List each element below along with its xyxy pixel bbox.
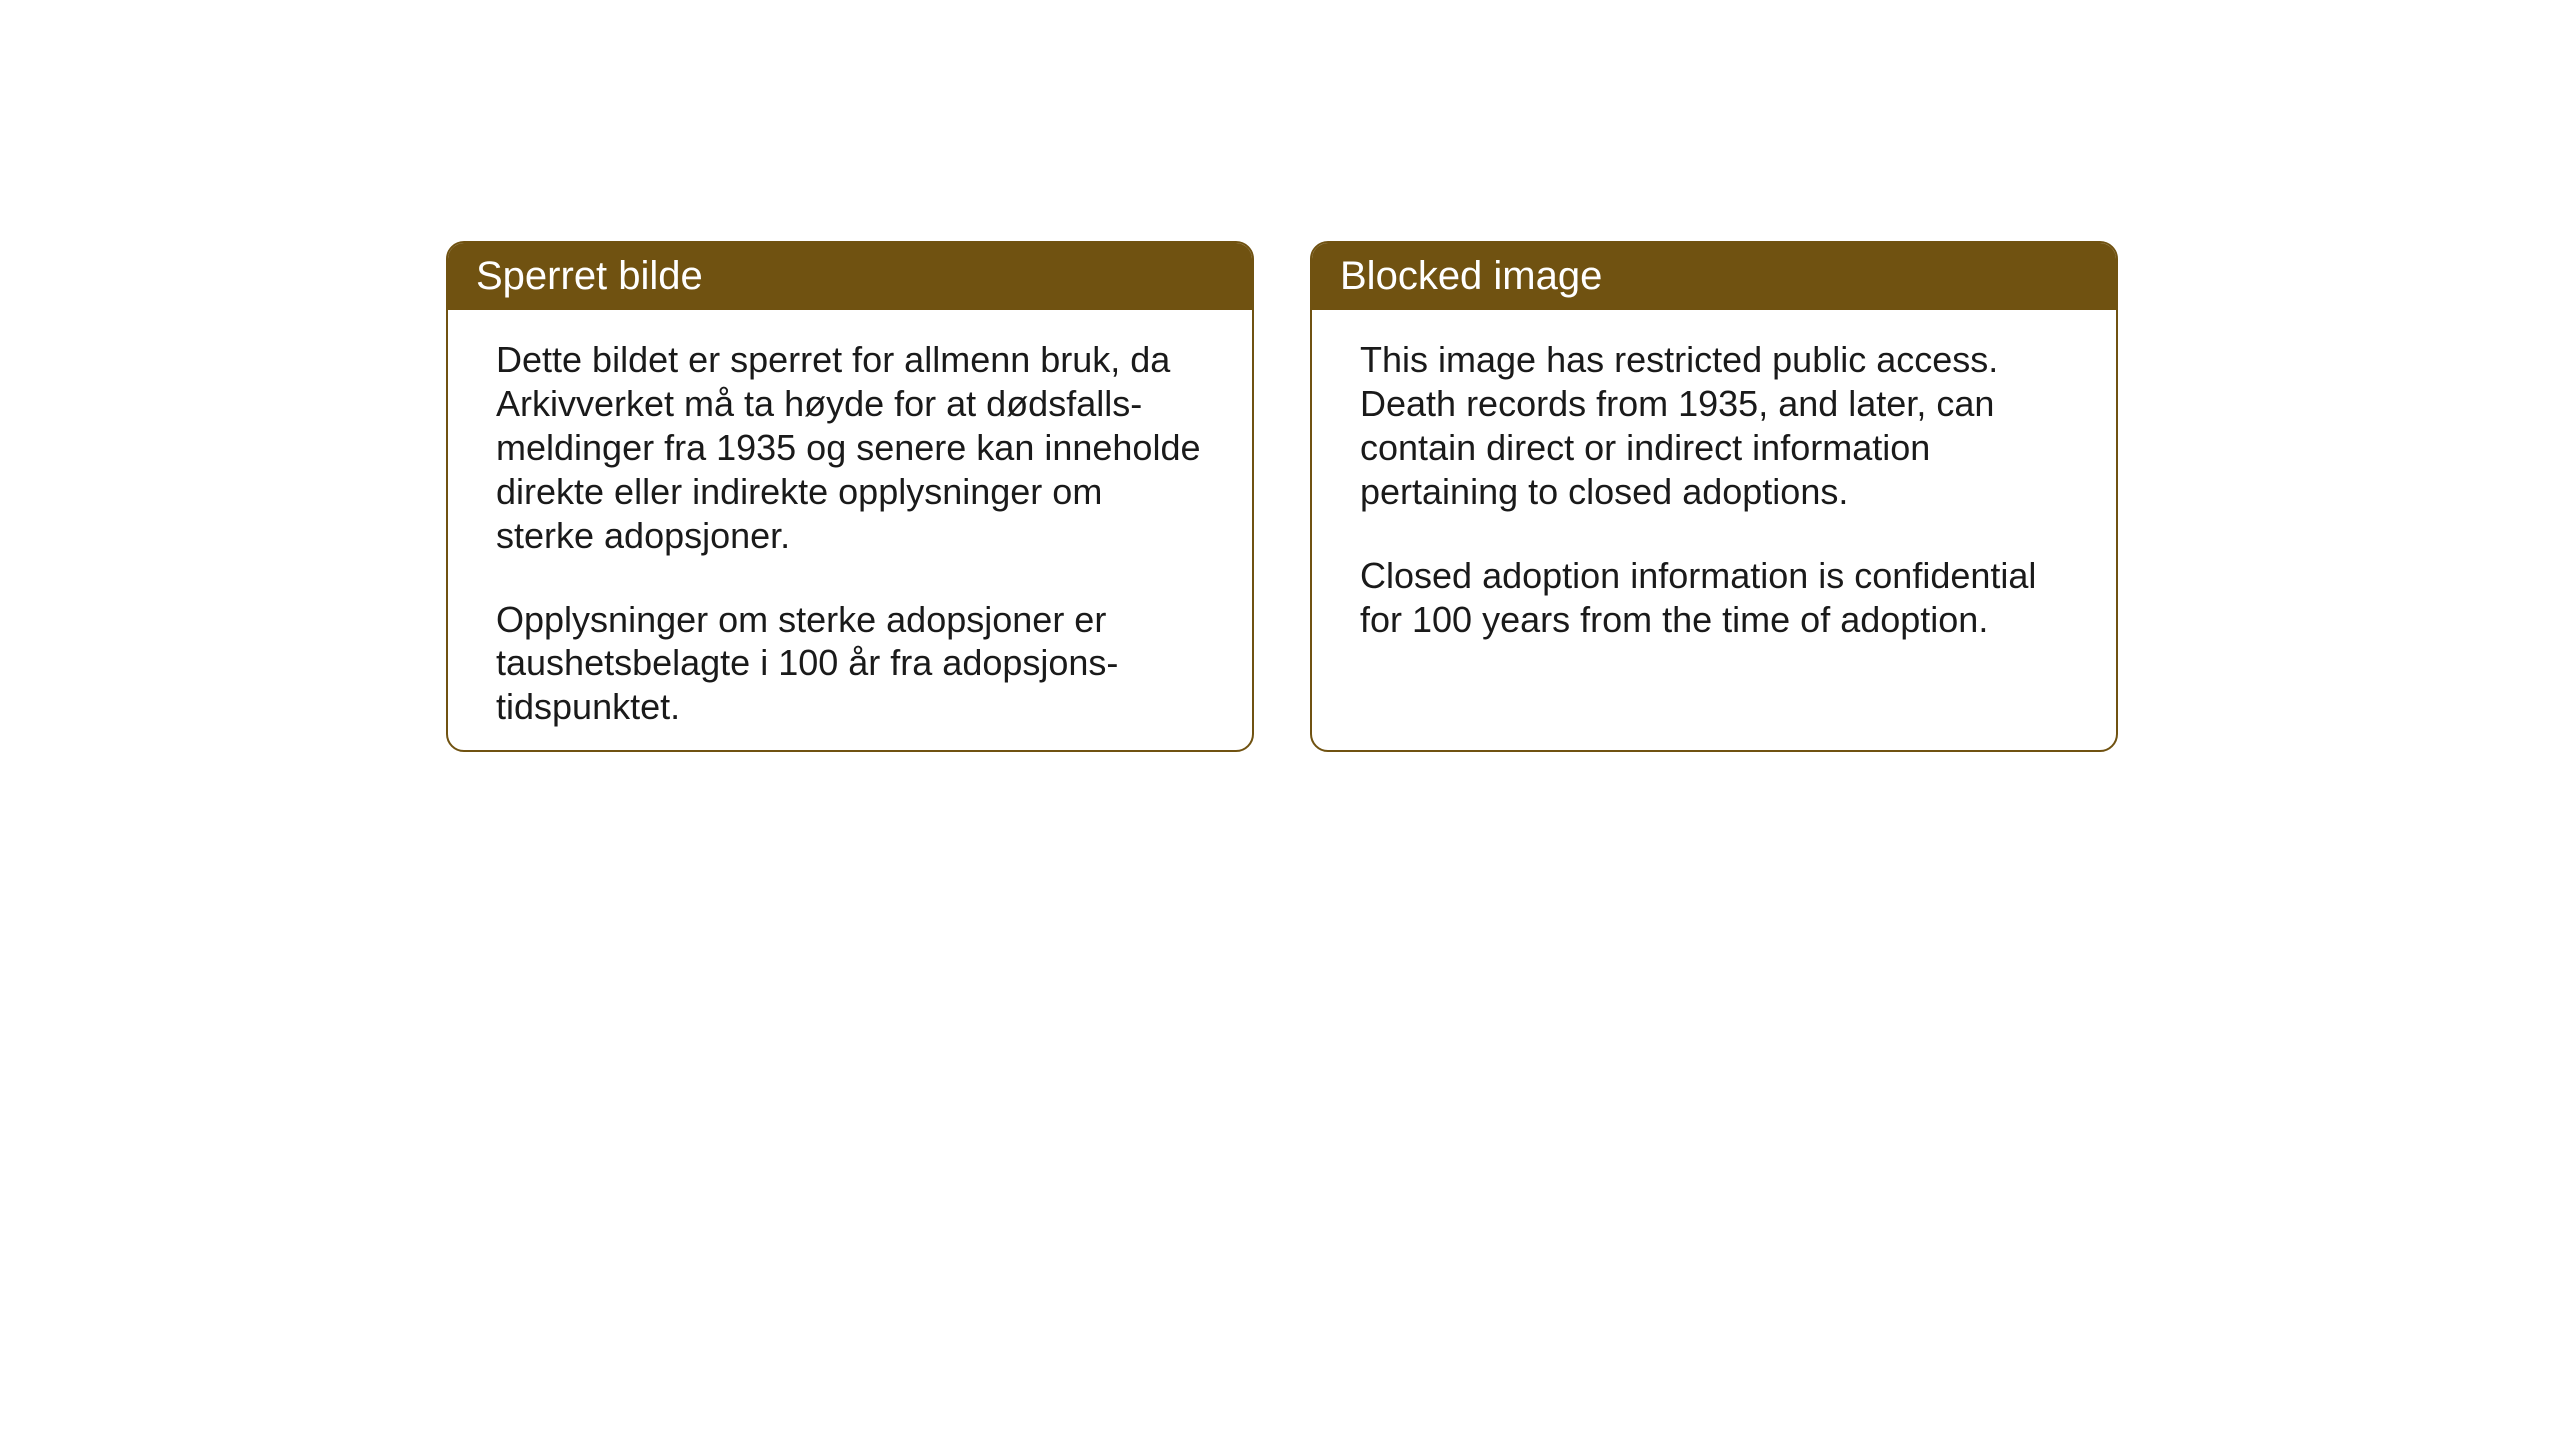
card-paragraph-2-english: Closed adoption information is confident… — [1360, 554, 2068, 642]
card-paragraph-1-norwegian: Dette bildet er sperret for allmenn bruk… — [496, 338, 1204, 558]
card-title-norwegian: Sperret bilde — [476, 254, 703, 298]
card-header-norwegian: Sperret bilde — [448, 243, 1252, 310]
card-header-english: Blocked image — [1312, 243, 2116, 310]
card-paragraph-2-norwegian: Opplysninger om sterke adopsjoner er tau… — [496, 598, 1204, 730]
notice-card-english: Blocked image This image has restricted … — [1310, 241, 2118, 752]
notice-container: Sperret bilde Dette bildet er sperret fo… — [446, 241, 2118, 752]
card-body-norwegian: Dette bildet er sperret for allmenn bruk… — [448, 310, 1252, 752]
card-title-english: Blocked image — [1340, 254, 1602, 298]
card-body-english: This image has restricted public access.… — [1312, 310, 2116, 669]
card-paragraph-1-english: This image has restricted public access.… — [1360, 338, 2068, 514]
notice-card-norwegian: Sperret bilde Dette bildet er sperret fo… — [446, 241, 1254, 752]
